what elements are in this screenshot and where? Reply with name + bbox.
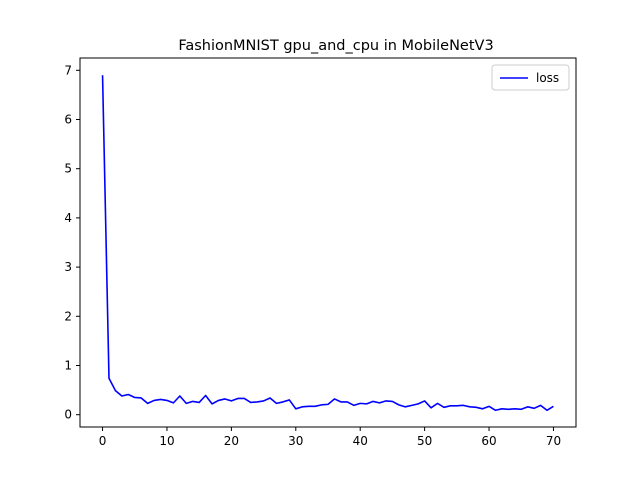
y-tick-label: 7 — [64, 63, 72, 77]
y-axis: 0 1 2 3 4 5 6 7 — [64, 63, 80, 422]
legend-frame — [491, 64, 570, 91]
x-tick-label: 30 — [288, 434, 303, 448]
legend-label: loss — [536, 71, 559, 85]
plot-area — [79, 57, 577, 428]
y-tick-label: 3 — [64, 260, 72, 274]
series-line-loss — [101, 75, 554, 412]
x-tick-label: 60 — [481, 434, 496, 448]
x-tick-label: 70 — [546, 434, 561, 448]
y-tick-label: 1 — [64, 359, 72, 373]
x-tick-label: 50 — [417, 434, 432, 448]
series-layer — [101, 75, 554, 412]
x-tick-label: 10 — [159, 434, 174, 448]
x-tick-label: 20 — [224, 434, 239, 448]
x-axis: 0 10 20 30 40 50 60 70 — [99, 427, 561, 448]
y-tick-label: 2 — [64, 309, 72, 323]
x-tick-label: 40 — [353, 434, 368, 448]
legend: loss — [491, 64, 570, 91]
y-tick-label: 5 — [64, 162, 72, 176]
y-tick-label: 6 — [64, 113, 72, 127]
chart-title: FashionMNIST gpu_and_cpu in MobileNetV3 — [178, 38, 493, 54]
x-tick-label: 0 — [99, 434, 107, 448]
plot-frame — [79, 57, 577, 428]
y-tick-label: 4 — [64, 211, 72, 225]
y-tick-label: 0 — [64, 408, 72, 422]
